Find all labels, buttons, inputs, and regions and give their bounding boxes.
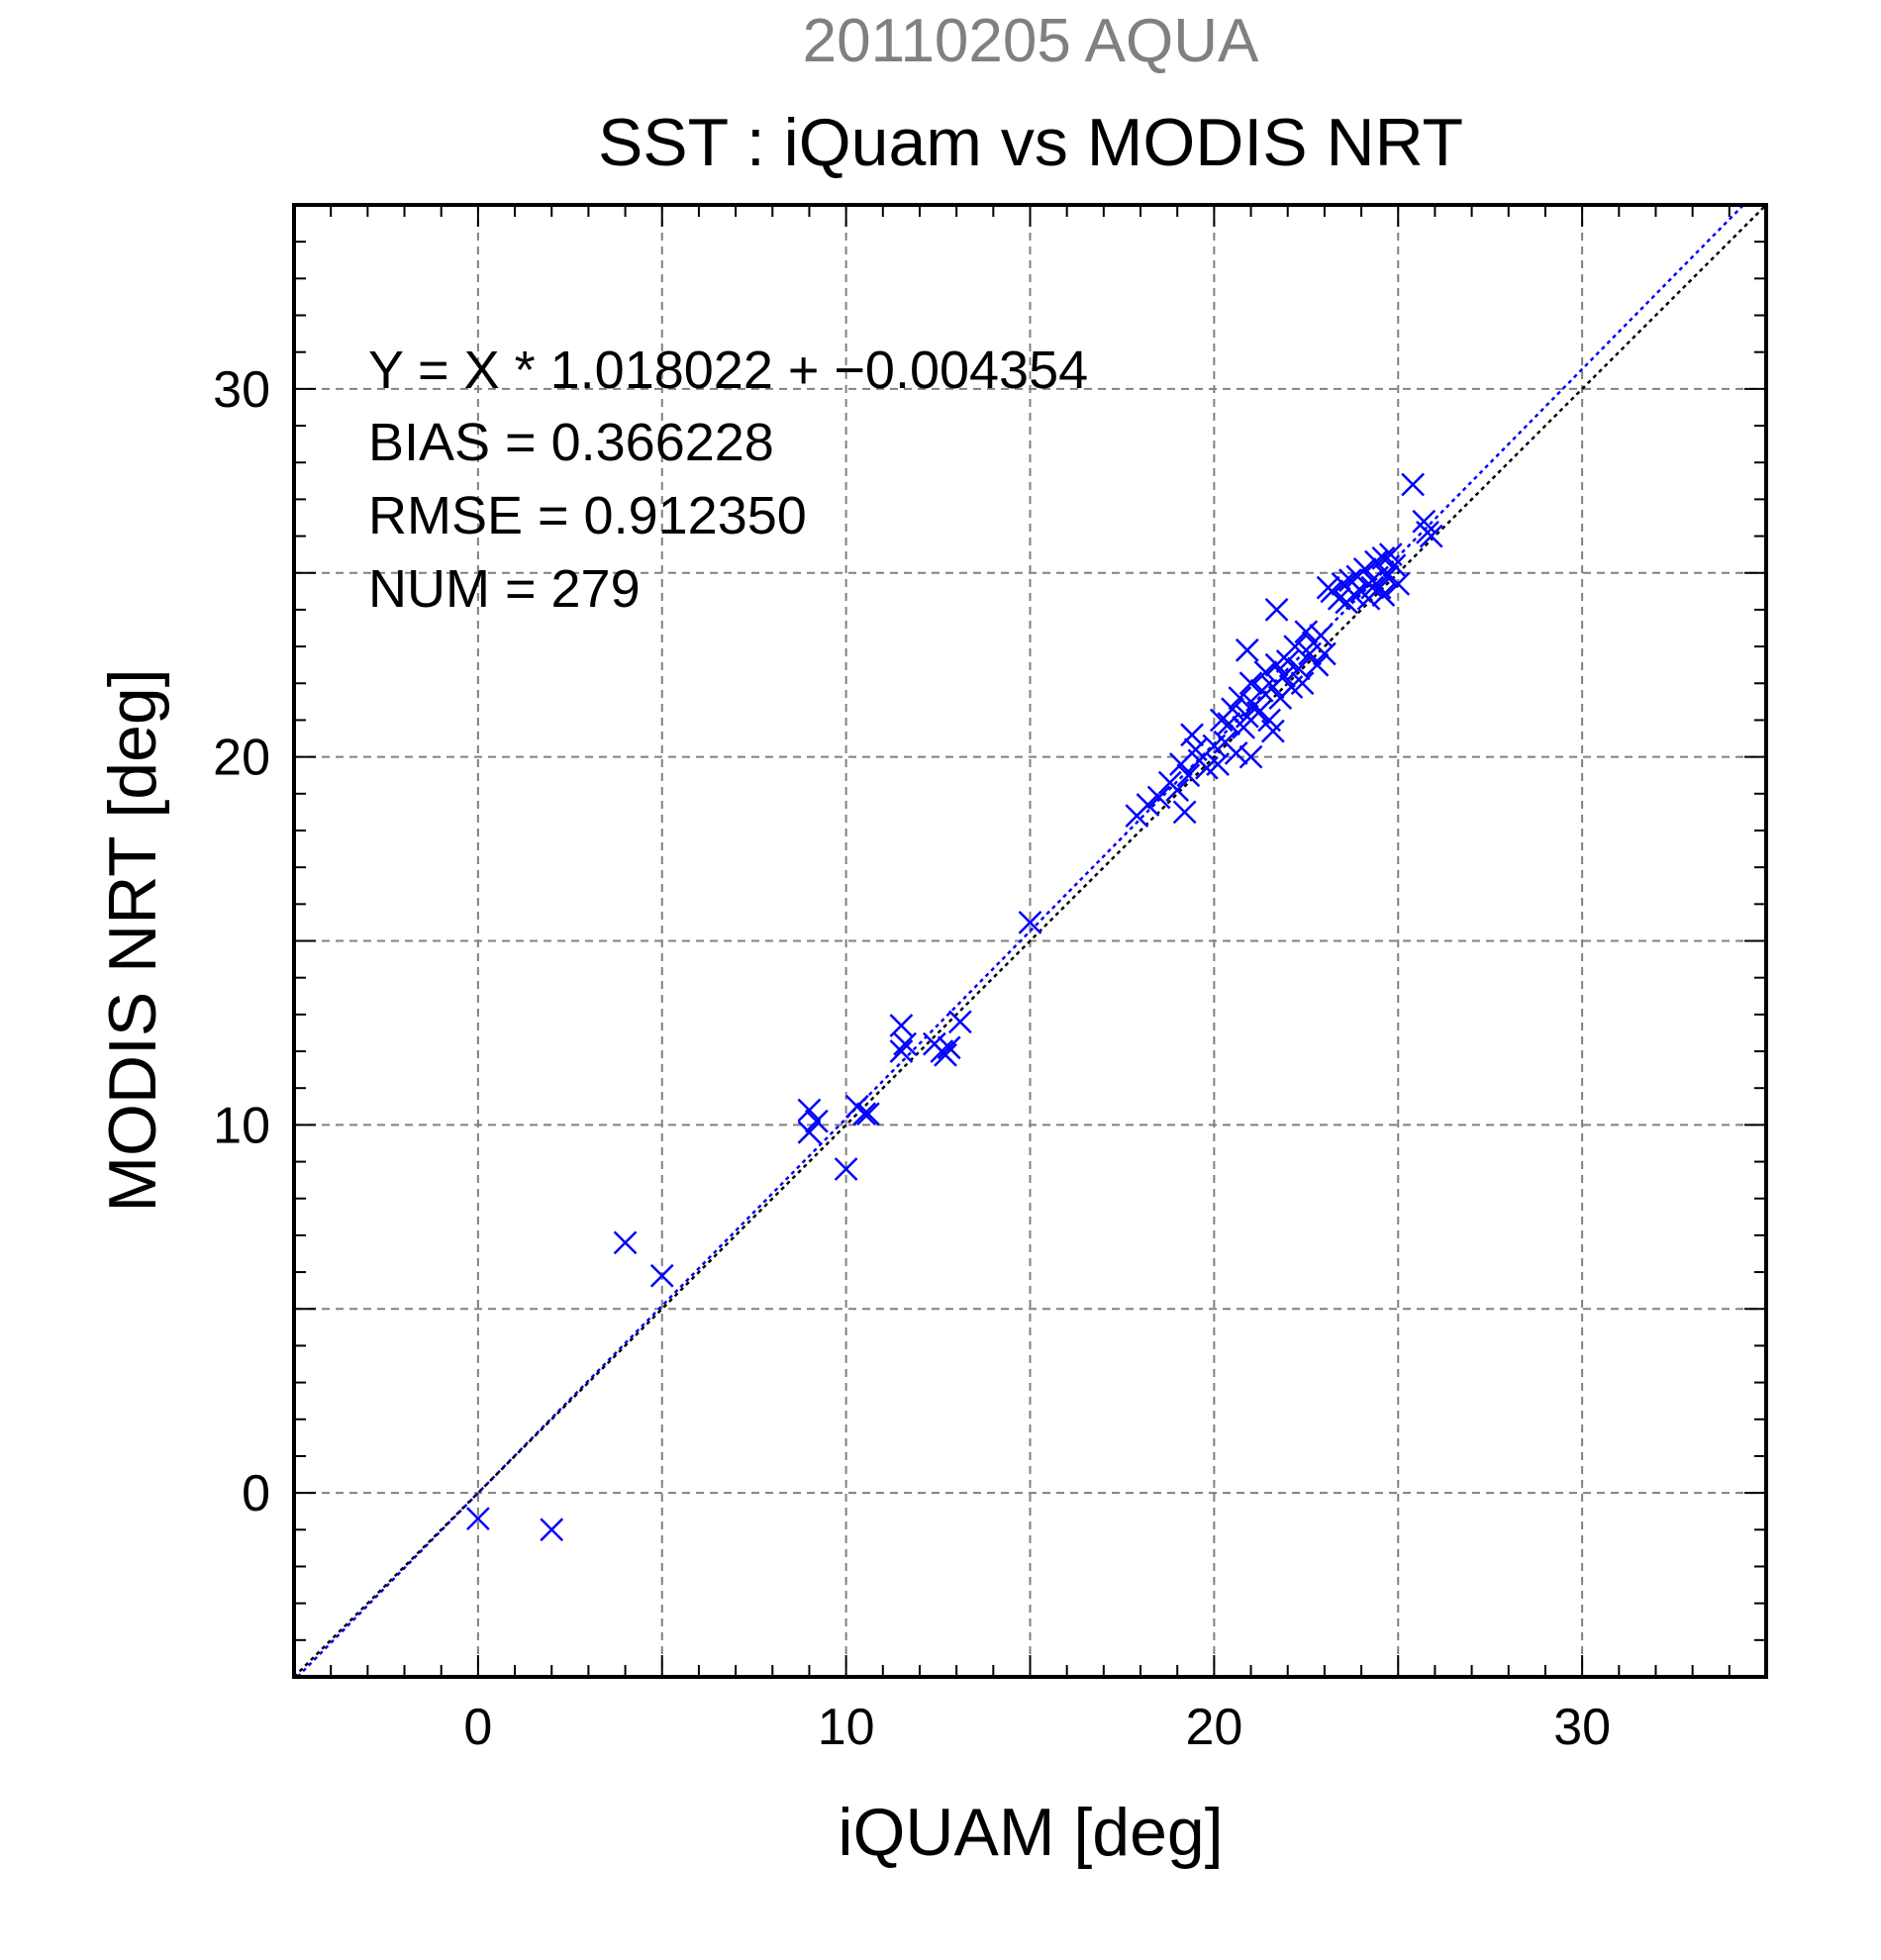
data-point-x-marker xyxy=(856,1102,880,1127)
data-point-x-marker xyxy=(1272,663,1296,688)
data-point-x-marker xyxy=(889,1014,914,1037)
data-point-x-marker xyxy=(937,1035,961,1060)
data-point-x-marker xyxy=(540,1518,564,1542)
data-point-x-marker xyxy=(1401,472,1426,497)
regression-equation: Y = X * 1.018022 + −0.004354 xyxy=(368,341,1088,400)
data-point-x-marker xyxy=(1217,712,1241,736)
data-point-x-marker xyxy=(1018,911,1042,934)
data-point-x-marker xyxy=(834,1157,858,1181)
y-tick-label: 10 xyxy=(213,1097,270,1154)
data-point-x-marker xyxy=(1382,553,1407,578)
data-point-x-marker xyxy=(649,1263,674,1288)
data-point-x-marker xyxy=(1283,635,1308,658)
data-point-x-marker xyxy=(797,1120,822,1144)
data-point-x-marker xyxy=(889,1039,914,1063)
reference-lines xyxy=(293,204,1767,1678)
data-point-x-marker xyxy=(1305,652,1330,677)
data-point-x-marker xyxy=(1313,641,1336,666)
y-tick-label: 30 xyxy=(213,361,270,419)
data-point-x-marker xyxy=(1224,741,1248,765)
data-point-x-marker xyxy=(1180,723,1204,747)
x-tick-label: 30 xyxy=(1553,1699,1611,1756)
data-point-x-marker xyxy=(1238,671,1263,696)
data-point-x-marker xyxy=(1221,697,1244,722)
one-to-one-line xyxy=(293,204,1767,1678)
data-point-x-marker xyxy=(1371,583,1396,607)
data-point-x-marker xyxy=(1371,545,1396,570)
data-point-x-marker xyxy=(1364,549,1388,574)
x-tick-label: 20 xyxy=(1185,1699,1242,1756)
data-point-x-marker xyxy=(797,1098,822,1123)
data-point-x-marker xyxy=(1260,719,1285,743)
data-point-x-marker xyxy=(893,1031,917,1056)
data-point-x-marker xyxy=(1309,624,1334,647)
plot-frame xyxy=(292,203,1768,1679)
data-point-x-marker xyxy=(613,1230,638,1255)
data-point-x-marker xyxy=(1294,620,1319,644)
regression-line xyxy=(296,204,1745,1678)
x-axis-label: iQUAM [deg] xyxy=(838,1795,1223,1870)
data-point-x-marker xyxy=(1367,575,1392,600)
data-point-x-marker xyxy=(1235,637,1259,662)
data-point-x-marker xyxy=(934,1042,957,1067)
data-point-x-marker xyxy=(1290,671,1315,696)
data-point-x-marker xyxy=(1172,800,1197,825)
rmse-annotation: RMSE = 0.912350 xyxy=(368,486,807,545)
data-point-x-marker xyxy=(1228,686,1252,711)
data-point-x-marker xyxy=(1341,583,1366,607)
y-tick-label: 0 xyxy=(242,1465,270,1522)
data-point-x-marker xyxy=(1146,785,1171,810)
y-tick-labels: 0 10 20 30 xyxy=(213,361,270,1522)
data-points xyxy=(465,472,1443,1542)
data-point-x-marker xyxy=(1206,752,1230,776)
data-point-x-marker xyxy=(1264,598,1289,622)
data-point-x-marker xyxy=(805,1109,829,1133)
data-point-x-marker xyxy=(1238,744,1263,769)
x-tick-label: 0 xyxy=(463,1699,492,1756)
stats-annotations: Y = X * 1.018022 + −0.004354 BIAS = 0.36… xyxy=(368,341,1088,619)
data-point-x-marker xyxy=(1327,586,1351,611)
data-point-x-marker xyxy=(1286,656,1311,681)
data-point-x-marker xyxy=(1386,572,1411,596)
chart-title: SST : iQuam vs MODIS NRT xyxy=(598,105,1463,180)
data-point-x-marker xyxy=(1246,701,1270,725)
data-point-x-marker xyxy=(1360,575,1385,600)
data-point-x-marker xyxy=(1176,763,1201,788)
x-tick-labels: 0 10 20 30 xyxy=(463,1699,1611,1756)
data-point-x-marker xyxy=(1136,793,1160,817)
data-point-x-marker xyxy=(852,1102,877,1127)
data-point-x-marker xyxy=(1419,524,1443,548)
data-point-x-marker xyxy=(1275,649,1300,673)
data-point-x-marker xyxy=(1375,564,1399,589)
chart-supertitle: 20110205 AQUA xyxy=(803,7,1259,75)
data-point-x-marker xyxy=(947,1010,972,1034)
data-point-x-marker xyxy=(1352,557,1377,581)
data-point-x-marker xyxy=(465,1507,490,1531)
num-annotation: NUM = 279 xyxy=(368,559,641,619)
data-point-x-marker xyxy=(1165,778,1190,802)
bias-annotation: BIAS = 0.366228 xyxy=(368,413,774,472)
data-point-x-marker xyxy=(1253,660,1278,685)
x-tick-label: 10 xyxy=(818,1699,875,1756)
y-axis-label: MODIS NRT [deg] xyxy=(95,668,170,1212)
y-tick-label: 20 xyxy=(213,730,270,787)
